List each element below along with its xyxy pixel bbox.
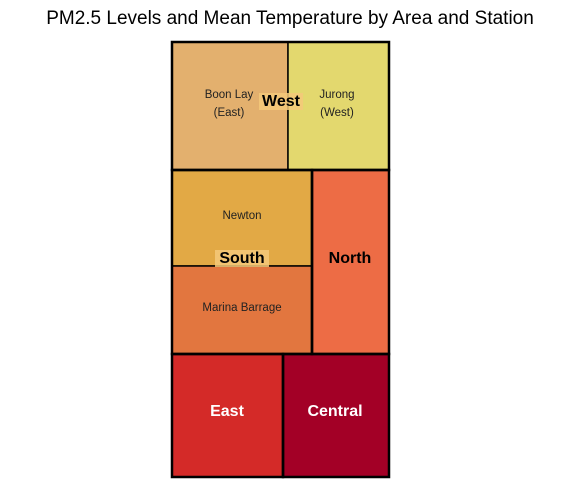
station-label-marina-barrage: Marina Barrage — [202, 302, 281, 314]
station-label-newton: Newton — [223, 210, 262, 222]
area-label-south: South — [219, 250, 264, 267]
area-label-west: West — [262, 93, 301, 110]
area-label-north: North — [329, 250, 372, 267]
area-label-east: East — [210, 403, 244, 420]
treemap-cell-jurong-west — [288, 42, 389, 170]
area-label-central: Central — [307, 403, 362, 420]
